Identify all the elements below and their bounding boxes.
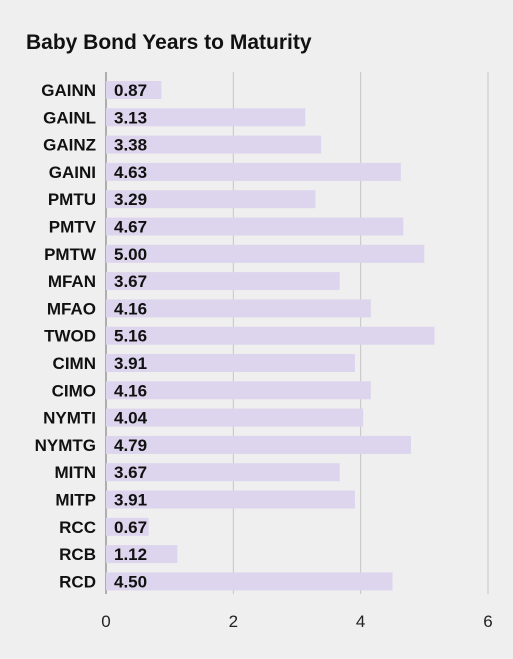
category-label-rcc: RCC xyxy=(59,518,96,537)
category-label-nymti: NYMTI xyxy=(43,409,96,428)
category-label-mitp: MITP xyxy=(55,491,96,510)
value-label-cimn: 3.91 xyxy=(114,354,147,373)
bars xyxy=(106,81,435,591)
value-label-pmtw: 5.00 xyxy=(114,245,147,264)
x-tick-label-6: 6 xyxy=(483,612,492,631)
bar-pmtu xyxy=(106,190,316,209)
value-label-rcc: 0.67 xyxy=(114,518,147,537)
value-label-gaini: 4.63 xyxy=(114,163,147,182)
value-label-rcb: 1.12 xyxy=(114,545,147,564)
x-tick-label-0: 0 xyxy=(101,612,110,631)
category-label-mitn: MITN xyxy=(54,463,96,482)
category-label-pmtu: PMTU xyxy=(48,190,96,209)
category-label-nymtg: NYMTG xyxy=(35,436,96,455)
x-tick-label-4: 4 xyxy=(356,612,365,631)
labels: GAINN 0.87 GAINL 3.13 GAINZ 3.38 GAINI 4.63 PMTU… xyxy=(35,81,148,591)
value-label-rcd: 4.50 xyxy=(114,572,147,591)
category-label-mfao: MFAO xyxy=(47,299,96,318)
bar-mfao xyxy=(106,299,371,318)
bar-cimn xyxy=(106,354,355,372)
bar-gainl xyxy=(106,108,306,127)
category-label-cimn: CIMN xyxy=(53,354,96,373)
bar-rcc xyxy=(106,517,149,536)
bar-pmtv xyxy=(106,217,404,236)
category-label-pmtw: PMTW xyxy=(44,245,97,264)
bar-nymtg xyxy=(106,435,411,454)
value-label-mfan: 3.67 xyxy=(114,272,147,291)
value-label-gainl: 3.13 xyxy=(114,108,147,127)
value-label-mitp: 3.91 xyxy=(114,491,147,510)
category-label-gainz: GAINZ xyxy=(43,136,96,155)
bar-twod xyxy=(106,326,435,345)
value-label-gainz: 3.38 xyxy=(114,136,147,155)
bar-gainz xyxy=(106,135,322,154)
category-label-pmtv: PMTV xyxy=(49,218,97,237)
chart-title: Baby Bond Years to Maturity xyxy=(26,31,312,54)
category-label-gainn: GAINN xyxy=(41,81,96,100)
value-label-twod: 5.16 xyxy=(114,327,147,346)
bar-pmtw xyxy=(106,244,425,263)
category-label-gaini: GAINI xyxy=(49,163,96,182)
bar-rcd xyxy=(106,572,393,591)
value-label-gainn: 0.87 xyxy=(114,81,147,100)
category-label-mfan: MFAN xyxy=(48,272,96,291)
bar-rcb xyxy=(106,545,178,564)
bar-mitn xyxy=(106,463,340,482)
bar-cimo xyxy=(106,381,371,400)
value-label-pmtv: 4.67 xyxy=(114,218,147,237)
value-label-nymtg: 4.79 xyxy=(114,436,147,455)
bar-gaini xyxy=(106,162,401,181)
bar-gainn xyxy=(106,81,162,99)
category-label-cimo: CIMO xyxy=(52,381,96,400)
bar-mitp xyxy=(106,490,355,509)
value-label-nymti: 4.04 xyxy=(114,409,148,428)
category-label-rcb: RCB xyxy=(59,545,96,564)
category-label-twod: TWOD xyxy=(44,327,96,346)
bar-nymti xyxy=(106,408,364,427)
category-label-gainl: GAINL xyxy=(43,108,96,127)
value-label-cimo: 4.16 xyxy=(114,381,147,400)
x-axis-ticks: 0 2 4 6 xyxy=(101,612,492,631)
x-tick-label-2: 2 xyxy=(229,612,238,631)
bar-mfan xyxy=(106,272,340,291)
value-label-mfao: 4.16 xyxy=(114,299,147,318)
value-label-pmtu: 3.29 xyxy=(114,190,147,209)
value-label-mitn: 3.67 xyxy=(114,463,147,482)
category-label-rcd: RCD xyxy=(59,572,96,591)
